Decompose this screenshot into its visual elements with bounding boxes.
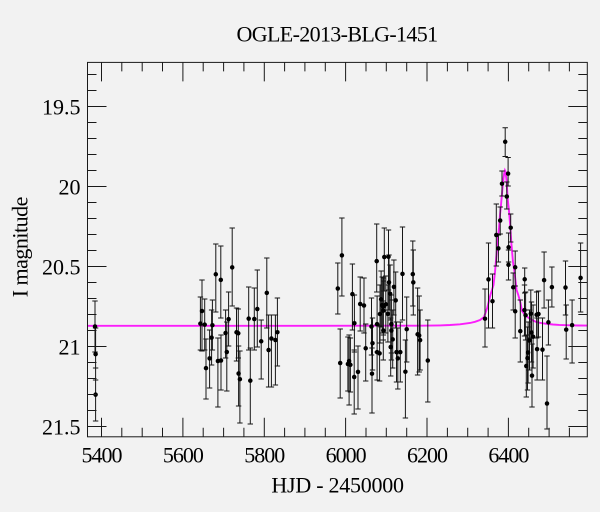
svg-text:5800: 5800	[244, 443, 285, 468]
svg-text:20.5: 20.5	[42, 255, 81, 280]
svg-text:HJD - 2450000: HJD - 2450000	[271, 473, 404, 498]
svg-text:5400: 5400	[82, 443, 123, 468]
svg-text:6200: 6200	[407, 443, 448, 468]
svg-text:19.5: 19.5	[42, 95, 81, 120]
svg-text:5600: 5600	[163, 443, 204, 468]
svg-text:21.5: 21.5	[42, 415, 81, 440]
svg-text:6400: 6400	[488, 443, 529, 468]
svg-text:20: 20	[59, 175, 81, 200]
svg-text:21: 21	[59, 335, 81, 360]
svg-text:I magnitude: I magnitude	[8, 197, 33, 297]
svg-text:6000: 6000	[326, 443, 367, 468]
svg-text:OGLE-2013-BLG-1451: OGLE-2013-BLG-1451	[237, 22, 438, 47]
